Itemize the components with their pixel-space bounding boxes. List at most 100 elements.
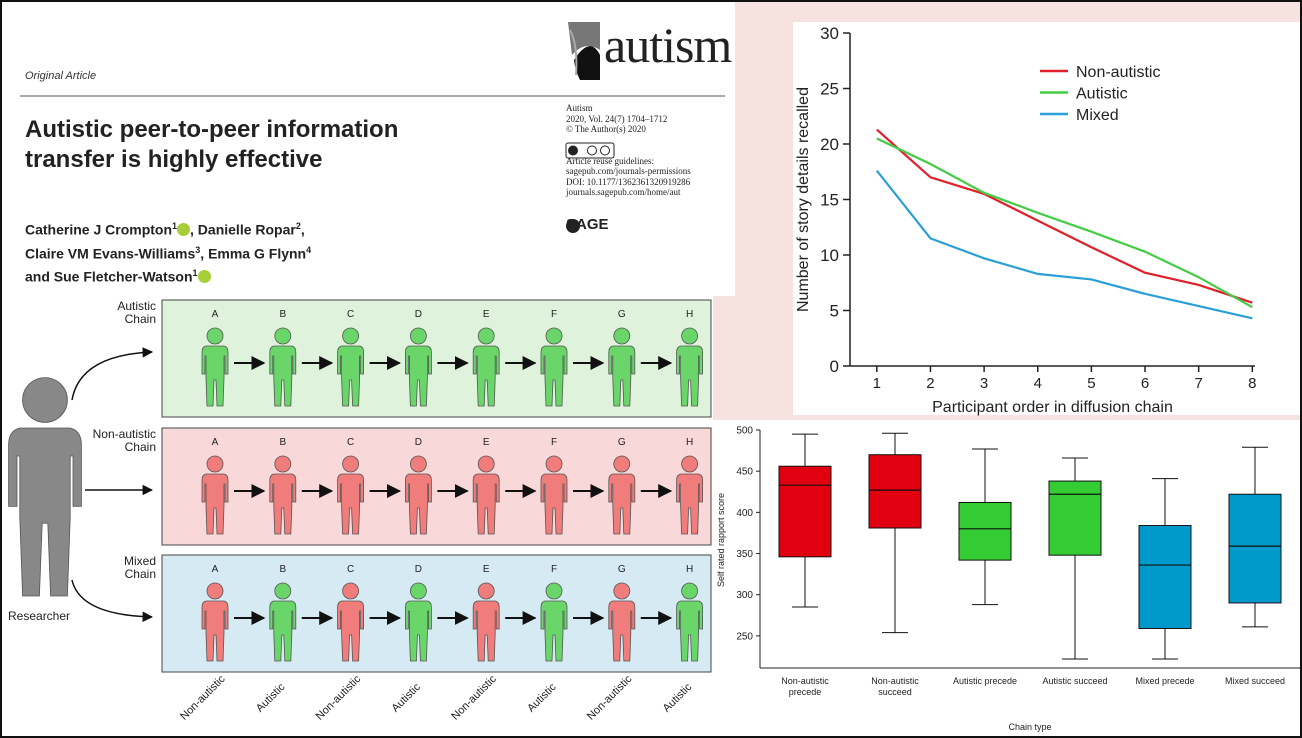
chain-label: Chain xyxy=(125,312,156,326)
author-name: , Emma G Flynn xyxy=(200,245,306,261)
author-name: Claire VM Evans-Williams xyxy=(25,245,195,261)
chain-letter: E xyxy=(483,309,490,320)
x-tick-label: 4 xyxy=(1034,375,1042,392)
head xyxy=(343,328,359,344)
head xyxy=(614,328,630,344)
head xyxy=(275,328,291,344)
head xyxy=(207,328,223,344)
author-name: , Danielle Ropar xyxy=(190,222,296,238)
author-name: Catherine J Crompton xyxy=(25,222,172,238)
line-chart-panel xyxy=(793,22,1300,415)
head xyxy=(614,456,630,472)
paper-title: Autistic peer-to-peer information transf… xyxy=(25,115,398,175)
chain-letter: C xyxy=(347,437,354,448)
head xyxy=(410,583,426,599)
chain-letter: A xyxy=(212,309,219,320)
affiliation: 1 xyxy=(193,268,198,278)
x-tick-label: 3 xyxy=(980,375,988,392)
x-tick-label: 8 xyxy=(1248,375,1256,392)
authors: Catherine J Crompton1, Danielle Ropar2,C… xyxy=(25,216,311,287)
head xyxy=(343,583,359,599)
chain-letter: D xyxy=(415,564,422,575)
x-tick-label: 1 xyxy=(873,375,881,392)
chain-label: Non-autistic xyxy=(93,427,156,441)
y-tick-label: 25 xyxy=(820,80,839,99)
info-line: 2020, Vol. 24(7) 1704–1712 xyxy=(566,114,691,125)
head xyxy=(275,583,291,599)
head xyxy=(275,456,291,472)
info-line: Article reuse guidelines: xyxy=(566,156,691,167)
chain-letter: F xyxy=(551,437,557,448)
box xyxy=(779,466,831,557)
chain-letter: H xyxy=(686,437,693,448)
chain-letter: E xyxy=(483,437,490,448)
legend-label: Autistic xyxy=(1076,86,1128,103)
y-tick-label: 450 xyxy=(736,467,753,478)
spacer xyxy=(566,135,691,156)
box xyxy=(1229,494,1281,603)
title-line: Autistic peer-to-peer information xyxy=(25,115,398,145)
x-tick-label: Non-autistic precede xyxy=(765,676,845,698)
chain-letter: D xyxy=(415,309,422,320)
info-line: sagepub.com/journals-permissions xyxy=(566,166,691,177)
orcid-icon xyxy=(177,223,190,236)
chain-label: Chain xyxy=(125,440,156,454)
head xyxy=(410,328,426,344)
head xyxy=(207,456,223,472)
legend-label: Non-autistic xyxy=(1076,64,1160,81)
y-tick-label: 5 xyxy=(830,302,839,321)
x-tick-label: Mixed succeed xyxy=(1215,676,1295,687)
chain-letter: H xyxy=(686,309,693,320)
x-tick-label: 7 xyxy=(1195,375,1203,392)
chain-letter: B xyxy=(279,437,286,448)
y-tick-label: 30 xyxy=(820,24,839,43)
chain-letter: A xyxy=(212,564,219,575)
head xyxy=(682,456,698,472)
chain-letter: F xyxy=(551,564,557,575)
journal-logo: autism xyxy=(604,16,731,74)
box xyxy=(959,502,1011,560)
chain-letter: G xyxy=(618,309,626,320)
chain-label: Autistic xyxy=(117,299,156,313)
x-tick-label: 6 xyxy=(1141,375,1149,392)
author-line: Catherine J Crompton1, Danielle Ropar2, xyxy=(25,216,311,240)
x-tick-label: Mixed precede xyxy=(1125,676,1205,687)
head xyxy=(546,583,562,599)
journal-info: Autism 2020, Vol. 24(7) 1704–1712 © The … xyxy=(566,103,691,198)
publisher: SAGE xyxy=(566,216,609,233)
legend-label: Mixed xyxy=(1076,107,1119,124)
head xyxy=(478,328,494,344)
head xyxy=(478,456,494,472)
info-line: Autism xyxy=(566,103,691,114)
y-tick-label: 20 xyxy=(820,135,839,154)
y-tick-label: 300 xyxy=(736,590,753,601)
researcher-label: Researcher xyxy=(8,609,70,623)
y-axis-title: Number of story details recalled xyxy=(795,87,812,312)
head xyxy=(682,328,698,344)
head xyxy=(546,456,562,472)
y-axis-title: Self rated rapport score xyxy=(716,493,726,587)
chain-letter: G xyxy=(618,564,626,575)
box xyxy=(869,455,921,528)
chain-label: Chain xyxy=(125,567,156,581)
chain-letter: F xyxy=(551,309,557,320)
author-name: and Sue Fletcher-Watson xyxy=(25,269,193,285)
chain-letter: B xyxy=(279,564,286,575)
info-line: © The Author(s) 2020 xyxy=(566,124,691,135)
chain-letter: E xyxy=(483,564,490,575)
x-axis-title: Participant order in diffusion chain xyxy=(932,399,1173,416)
y-tick-label: 0 xyxy=(830,357,839,376)
head xyxy=(478,583,494,599)
section-label: Original Article xyxy=(25,70,96,82)
y-tick-label: 15 xyxy=(820,191,839,210)
y-tick-label: 250 xyxy=(736,631,753,642)
x-tick-label: Non-autistic succeed xyxy=(855,676,935,698)
head xyxy=(343,456,359,472)
info-line: journals.sagepub.com/home/aut xyxy=(566,187,691,198)
info-line: DOI: 10.1177/1362361320919286 xyxy=(566,177,691,188)
y-tick-label: 400 xyxy=(736,508,753,519)
page: ResearcherAutisticChainABCDEFGHNon-autis… xyxy=(0,0,1302,738)
x-tick-label: 5 xyxy=(1087,375,1095,392)
chain-letter: C xyxy=(347,309,354,320)
head xyxy=(410,456,426,472)
